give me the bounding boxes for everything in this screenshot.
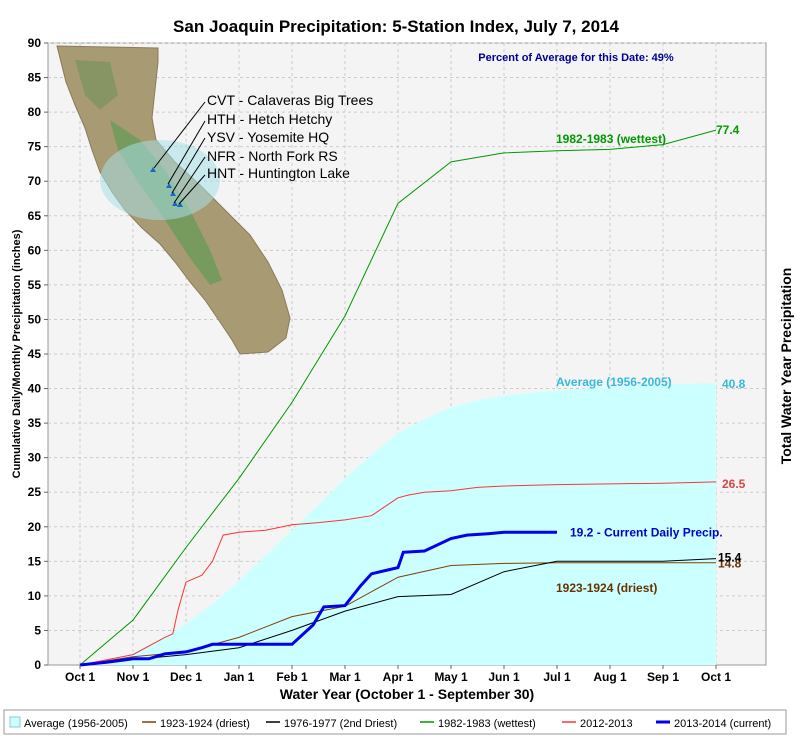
x-tick-label: Dec 1 (170, 670, 202, 684)
y-tick-label: 55 (28, 278, 42, 292)
legend-label: Average (1956-2005) (24, 718, 128, 730)
y-tick-label: 50 (28, 312, 42, 326)
x-tick-label: Apr 1 (383, 670, 414, 684)
x-axis-label: Water Year (October 1 - September 30) (280, 686, 534, 702)
series-end-label: 15.4 (718, 551, 742, 565)
x-tick-label: Feb 1 (276, 670, 308, 684)
y-tick-label: 60 (28, 243, 42, 257)
legend-label: 1923-1924 (driest) (160, 718, 250, 730)
y-axis-ticks: 0 5 10 15 20 25 30 35 40 45 50 55 60 65 70 75 80 85 90 (28, 36, 48, 672)
x-tick-label: Jun 1 (488, 670, 520, 684)
x-axis-ticks: Oct 1 Nov 1 Dec 1 Jan 1 Feb 1 Mar 1 Apr 1 May 1… (65, 665, 731, 684)
legend-label: 1982-1983 (wettest) (438, 718, 536, 730)
series-labels: 40.8 14.815.4 77.4 26.5 19.2 - Current Daily… (556, 123, 746, 595)
y-tick-label: 15 (28, 554, 42, 568)
station-label: HTH - Hetch Hetchy (207, 111, 332, 127)
x-tick-label: Aug 1 (593, 670, 627, 684)
series-area-average (80, 383, 716, 665)
y-tick-label: 70 (28, 174, 42, 188)
y-tick-label: 0 (34, 658, 41, 672)
y-tick-label: 10 (28, 589, 42, 603)
legend-label: 2013-2014 (current) (674, 718, 771, 730)
y-tick-label: 40 (28, 382, 42, 396)
station-pointer (153, 101, 206, 169)
x-tick-label: Sep 1 (647, 670, 679, 684)
y-tick-label: 35 (28, 416, 42, 430)
x-tick-label: Jan 1 (224, 670, 255, 684)
station-label: CVT - Calaveras Big Trees (207, 92, 373, 108)
series-line (79, 129, 717, 666)
series-inline-label: 1982-1983 (wettest) (556, 132, 666, 146)
x-tick-label: Oct 1 (701, 670, 731, 684)
series-end-label: 77.4 (716, 123, 740, 137)
series-layer (79, 129, 717, 667)
mountain-band-shape (75, 60, 118, 110)
station-marker-icon (150, 167, 156, 172)
x-tick-label: Oct 1 (65, 670, 95, 684)
y-axis-label: Cumulative Daily/Monthly Precipitation (… (11, 229, 23, 478)
y-tick-label: 20 (28, 520, 42, 534)
station-pointer (178, 174, 206, 205)
basin-highlight (100, 140, 220, 220)
series-inline-label: Average (1956-2005) (556, 375, 672, 389)
station-marker-icon (166, 183, 172, 188)
legend-label: 1976-1977 (2nd Driest) (284, 718, 397, 730)
series-inline-label: 1923-1924 (driest) (556, 581, 657, 595)
series-end-label: 40.8 (722, 377, 746, 391)
y-tick-label: 85 (28, 71, 42, 85)
y-tick-label: 90 (28, 36, 42, 50)
subtitle-percent-of-average: Percent of Average for this Date: 49% (478, 52, 674, 64)
station-label: YSV - Yosemite HQ (207, 129, 329, 145)
series-end-label: 26.5 (722, 477, 746, 491)
station-marker-icon (170, 191, 176, 196)
x-tick-label: Nov 1 (117, 670, 150, 684)
station-marker-icon (177, 202, 183, 207)
chart-title: San Joaquin Precipitation: 5-Station Ind… (173, 17, 619, 36)
y-tick-label: 65 (28, 209, 42, 223)
series-end-label: 14.8 (718, 557, 742, 571)
y-tick-label: 75 (28, 140, 42, 154)
x-tick-label: May 1 (434, 670, 468, 684)
series-end-label: 19.2 - Current Daily Precip. (570, 525, 723, 539)
station-label: NFR - North Fork RS (207, 148, 338, 164)
series-line (79, 558, 717, 666)
station-marker-icon (172, 201, 178, 206)
legend-label: 2012-2013 (580, 718, 633, 730)
y-tick-label: 45 (28, 347, 42, 361)
series-line (79, 481, 717, 666)
legend-swatch (9, 716, 21, 728)
station-pointer (173, 156, 206, 204)
california-map-inset: CVT - Calaveras Big Trees HTH - Hetch He… (56, 45, 373, 355)
station-label: HNT - Huntington Lake (207, 165, 350, 181)
series-line (79, 530, 557, 667)
station-pointer (167, 120, 206, 185)
y-tick-label: 30 (28, 451, 42, 465)
x-tick-label: Mar 1 (329, 670, 361, 684)
x-tick-label: Jul 1 (543, 670, 571, 684)
y-tick-label: 80 (28, 105, 42, 119)
legend-box (3, 709, 787, 735)
right-axis-label: Total Water Year Precipitation (778, 268, 794, 465)
y-tick-label: 25 (28, 485, 42, 499)
y-tick-label: 5 (34, 623, 41, 637)
station-pointer (171, 137, 206, 194)
legend: Average (1956-2005) 1923-1924 (driest) 197… (9, 716, 771, 730)
